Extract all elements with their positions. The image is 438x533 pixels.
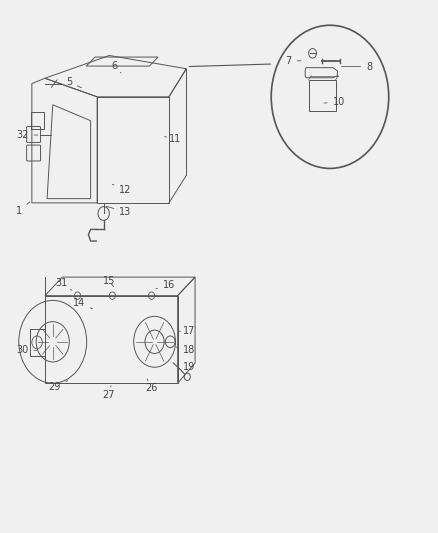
Text: 30: 30 (16, 345, 37, 356)
Text: 26: 26 (145, 379, 158, 393)
Text: 18: 18 (177, 345, 195, 356)
Text: 6: 6 (112, 61, 121, 73)
Text: 11: 11 (165, 134, 182, 144)
Text: 12: 12 (113, 184, 131, 195)
Text: 7: 7 (286, 56, 301, 66)
Text: 5: 5 (66, 77, 81, 88)
Text: 29: 29 (48, 381, 67, 392)
Text: 8: 8 (342, 62, 372, 71)
Text: 10: 10 (324, 97, 345, 107)
Text: 16: 16 (156, 280, 175, 290)
Text: 27: 27 (102, 386, 114, 400)
Text: 19: 19 (177, 362, 195, 372)
Text: 14: 14 (73, 297, 92, 309)
Text: 17: 17 (179, 326, 196, 336)
Text: 13: 13 (106, 206, 131, 217)
Text: 15: 15 (103, 276, 116, 287)
Text: 1: 1 (16, 202, 30, 216)
Text: 32: 32 (16, 130, 38, 140)
Text: 31: 31 (55, 278, 72, 290)
